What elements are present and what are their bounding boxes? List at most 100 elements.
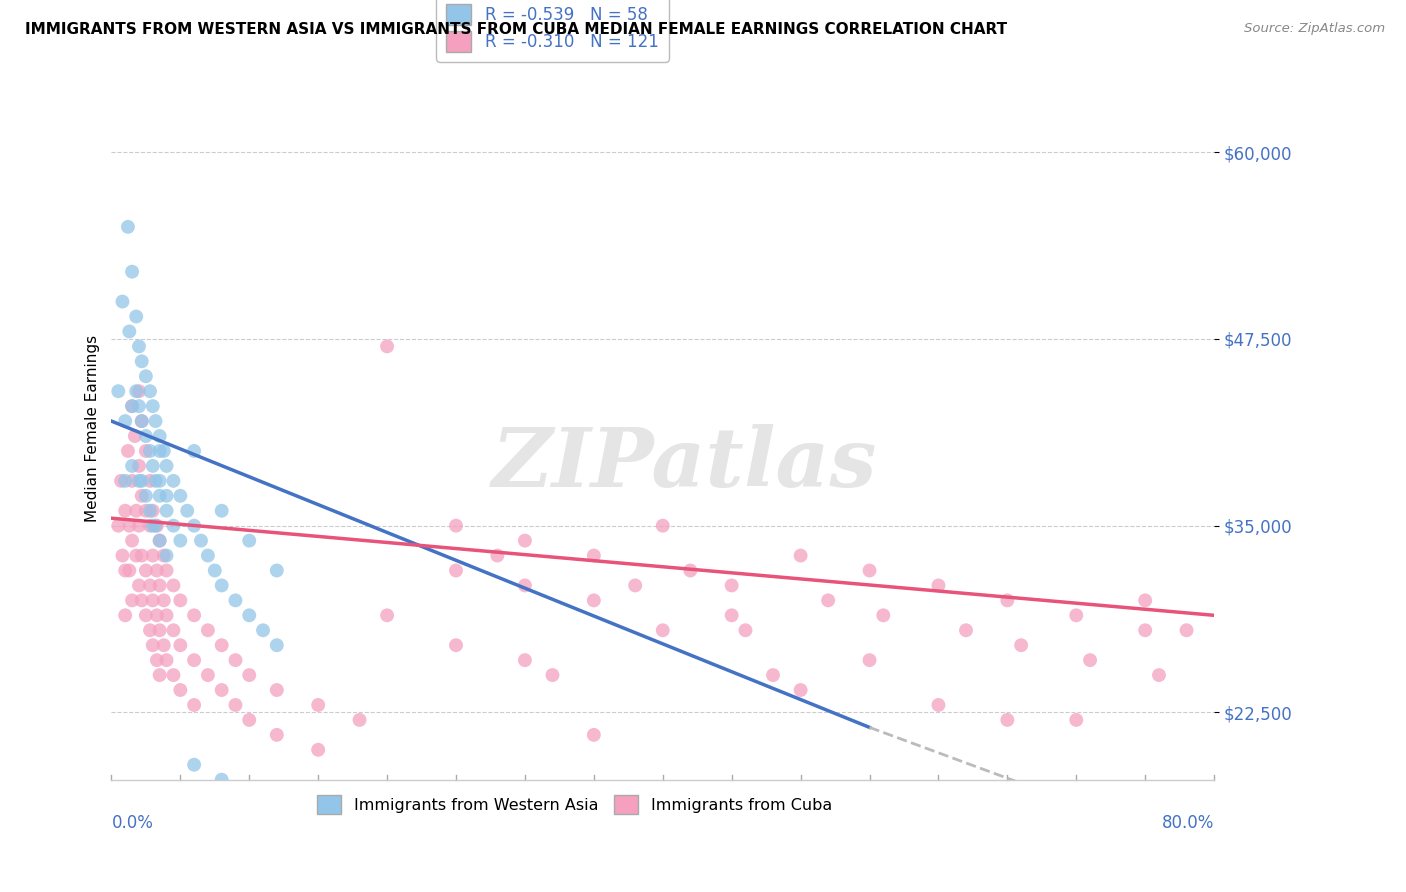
Point xyxy=(128,339,150,353)
Point xyxy=(128,578,150,592)
Point xyxy=(927,698,949,712)
Point xyxy=(139,504,162,518)
Point xyxy=(927,578,949,592)
Point xyxy=(155,549,177,563)
Point xyxy=(169,683,191,698)
Point xyxy=(955,624,977,638)
Point xyxy=(155,489,177,503)
Point xyxy=(139,578,162,592)
Point xyxy=(135,564,157,578)
Point xyxy=(1135,593,1157,607)
Point xyxy=(238,713,260,727)
Point xyxy=(162,474,184,488)
Point xyxy=(169,489,191,503)
Point xyxy=(582,728,605,742)
Point xyxy=(789,683,811,698)
Point xyxy=(224,698,246,712)
Point xyxy=(107,384,129,399)
Point xyxy=(121,533,143,548)
Point xyxy=(128,518,150,533)
Point xyxy=(155,564,177,578)
Point xyxy=(121,458,143,473)
Point xyxy=(146,653,169,667)
Point xyxy=(266,683,288,698)
Point xyxy=(169,638,191,652)
Text: 0.0%: 0.0% xyxy=(111,814,153,832)
Point xyxy=(139,474,162,488)
Point xyxy=(135,489,157,503)
Point xyxy=(145,414,167,428)
Point xyxy=(1064,608,1087,623)
Point xyxy=(1064,713,1087,727)
Point xyxy=(149,624,172,638)
Point xyxy=(183,698,205,712)
Point xyxy=(124,429,146,443)
Point xyxy=(139,518,162,533)
Point xyxy=(162,518,184,533)
Point xyxy=(135,429,157,443)
Point xyxy=(139,624,162,638)
Point xyxy=(155,504,177,518)
Point xyxy=(125,384,148,399)
Point xyxy=(118,325,141,339)
Point xyxy=(1175,624,1198,638)
Point xyxy=(145,474,167,488)
Point xyxy=(149,429,172,443)
Point xyxy=(131,354,153,368)
Point xyxy=(114,504,136,518)
Point xyxy=(131,489,153,503)
Point xyxy=(155,458,177,473)
Point xyxy=(152,444,174,458)
Point xyxy=(149,533,172,548)
Point xyxy=(789,549,811,563)
Point xyxy=(162,624,184,638)
Point xyxy=(541,668,564,682)
Point xyxy=(720,578,742,592)
Point xyxy=(155,608,177,623)
Point xyxy=(307,743,329,757)
Point xyxy=(582,549,605,563)
Point xyxy=(142,518,165,533)
Point xyxy=(995,593,1018,607)
Point xyxy=(486,549,509,563)
Point xyxy=(197,624,219,638)
Point xyxy=(1078,653,1101,667)
Point xyxy=(155,653,177,667)
Point xyxy=(624,578,647,592)
Point xyxy=(224,593,246,607)
Point xyxy=(135,369,157,384)
Point xyxy=(1010,638,1032,652)
Point xyxy=(762,668,785,682)
Point xyxy=(149,489,172,503)
Point xyxy=(266,638,288,652)
Text: IMMIGRANTS FROM WESTERN ASIA VS IMMIGRANTS FROM CUBA MEDIAN FEMALE EARNINGS CORR: IMMIGRANTS FROM WESTERN ASIA VS IMMIGRAN… xyxy=(25,22,1008,37)
Point xyxy=(211,683,233,698)
Point xyxy=(582,593,605,607)
Point xyxy=(734,624,756,638)
Point xyxy=(1147,668,1170,682)
Point xyxy=(128,458,150,473)
Point xyxy=(211,638,233,652)
Point xyxy=(211,772,233,787)
Point xyxy=(117,219,139,234)
Point xyxy=(307,698,329,712)
Point xyxy=(111,294,134,309)
Point xyxy=(375,608,398,623)
Point xyxy=(513,578,536,592)
Point xyxy=(183,757,205,772)
Point xyxy=(513,533,536,548)
Point xyxy=(169,593,191,607)
Point xyxy=(146,608,169,623)
Point xyxy=(211,578,233,592)
Text: Source: ZipAtlas.com: Source: ZipAtlas.com xyxy=(1244,22,1385,36)
Point xyxy=(135,608,157,623)
Point xyxy=(135,444,157,458)
Point xyxy=(142,549,165,563)
Point xyxy=(444,518,467,533)
Point xyxy=(197,668,219,682)
Point xyxy=(995,713,1018,727)
Point xyxy=(513,653,536,667)
Point xyxy=(238,608,260,623)
Point xyxy=(131,593,153,607)
Point xyxy=(118,518,141,533)
